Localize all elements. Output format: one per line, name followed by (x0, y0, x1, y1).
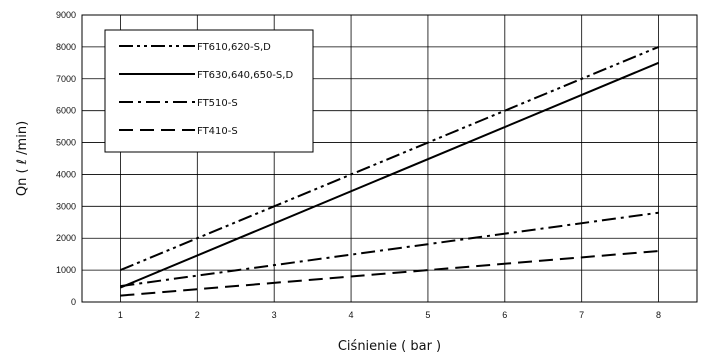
y-tick-label: 8000 (56, 42, 76, 52)
x-tick-label: 5 (425, 310, 430, 320)
y-tick-label: 5000 (56, 138, 76, 148)
x-tick-label: 3 (272, 310, 277, 320)
x-tick-label: 7 (579, 310, 584, 320)
legend-label: FT510-S (197, 98, 238, 109)
legend-label: FT610,620-S,D (197, 42, 271, 53)
x-tick-label: 1 (118, 310, 123, 320)
series-line-3 (120, 211, 659, 288)
x-tick-label: 4 (349, 310, 354, 320)
legend-box (104, 29, 314, 153)
y-tick-label: 1000 (56, 265, 76, 275)
y-tick-label: 3000 (56, 201, 76, 211)
y-tick-label: 0 (71, 297, 76, 307)
series-line-2 (120, 61, 659, 289)
y-tick-label: 4000 (56, 169, 76, 179)
y-tick-label: 9000 (56, 10, 76, 20)
legend: FT610,620-S,D FT630,640,650-S,D FT510-S FT4… (104, 29, 314, 153)
y-tick-label: 7000 (56, 74, 76, 84)
x-tick-label: 2 (195, 310, 200, 320)
x-tick-label: 6 (502, 310, 507, 320)
series-line-4 (120, 250, 659, 297)
x-axis-title: Ciśnienie ( bar ) (338, 339, 441, 354)
y-tick-label: 2000 (56, 233, 76, 243)
y-tick-label: 6000 (56, 106, 76, 116)
legend-label: FT630,640,650-S,D (197, 70, 293, 81)
y-axis-title: Qn ( ℓ /min) (15, 121, 30, 196)
tick-labels: 1 2 3 4 5 6 7 8 0 1000 2000 3000 4000 5000 6000 7000 800… (56, 10, 661, 320)
x-tick-label: 8 (656, 310, 661, 320)
series-group (120, 45, 659, 297)
legend-label: FT410-S (197, 126, 238, 137)
series-line-1 (120, 45, 659, 272)
